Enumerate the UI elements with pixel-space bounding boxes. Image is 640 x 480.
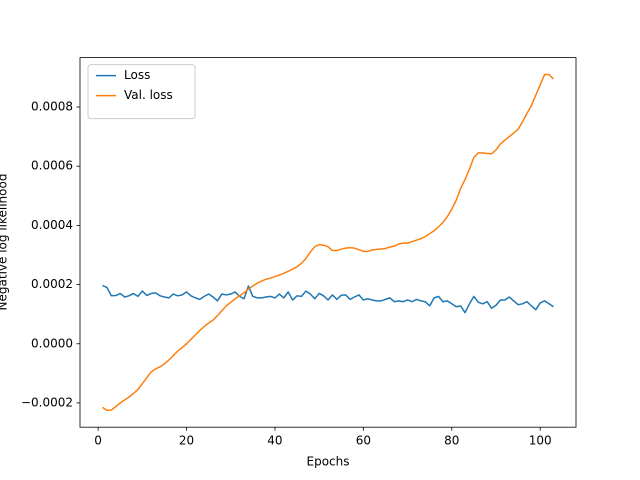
data-line [102, 284, 554, 314]
legend-label: Val. loss [124, 88, 173, 102]
x-tick-label: 60 [356, 434, 371, 448]
y-tick-label: 0.0008 [31, 100, 73, 114]
x-tick-label: 20 [179, 434, 194, 448]
plot-area [102, 73, 554, 412]
y-tick-label: 0.0002 [31, 277, 73, 291]
x-tick-label: 80 [444, 434, 459, 448]
x-tick-label: 100 [529, 434, 552, 448]
y-axis-label: Negative log likelihood [0, 174, 10, 311]
y-tick-label: 0.0000 [31, 336, 73, 350]
x-tick-label: 40 [267, 434, 282, 448]
x-tick-label: 0 [94, 434, 102, 448]
x-axis-label: Epochs [307, 455, 350, 469]
legend-label: Loss [124, 68, 150, 82]
axes-frame [79, 57, 577, 428]
legend-box [87, 64, 196, 120]
y-tick-label: −0.0002 [21, 395, 73, 409]
y-tick-label: 0.0006 [31, 159, 73, 173]
y-tick-label: 0.0004 [31, 218, 73, 232]
data-line [102, 73, 554, 412]
